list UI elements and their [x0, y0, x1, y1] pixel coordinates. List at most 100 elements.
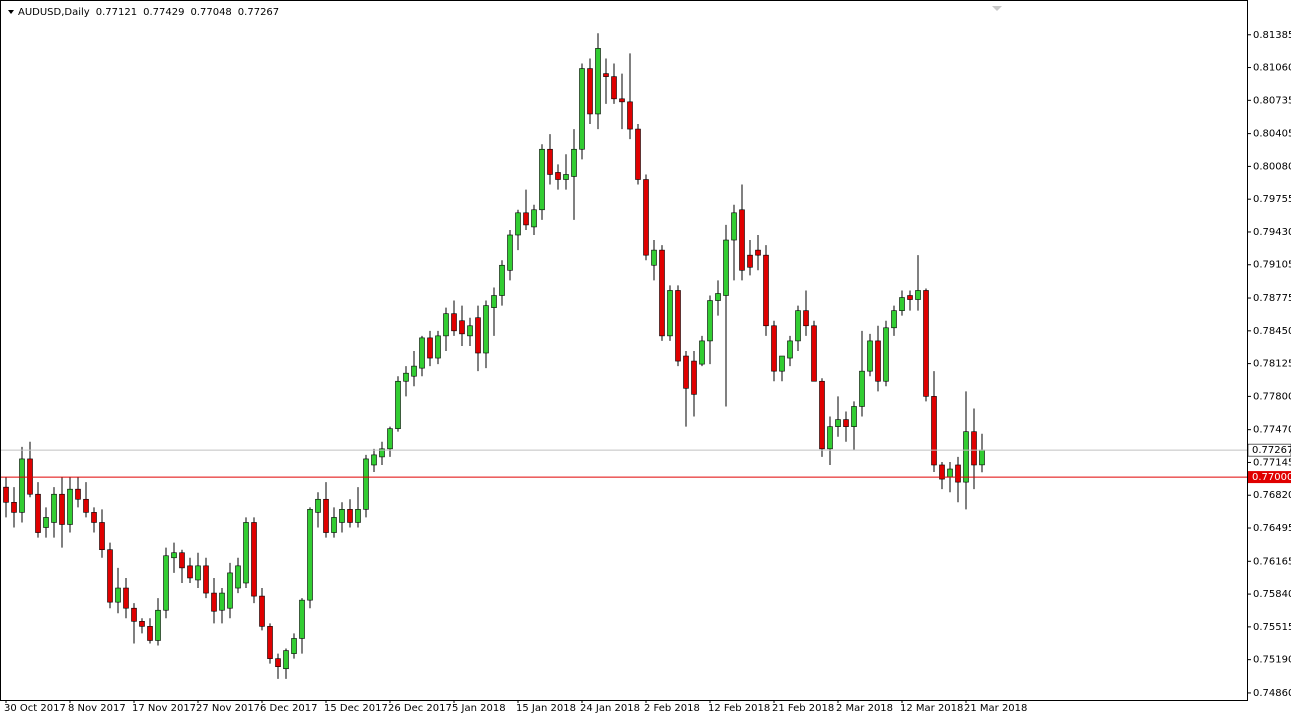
candle-body [315, 498, 321, 513]
y-tick-label: 0.78125 [1253, 359, 1291, 370]
candle-body [51, 493, 57, 523]
candle-body [3, 486, 9, 503]
candle-body [851, 406, 857, 427]
candle-body [531, 209, 537, 228]
candle-body [883, 327, 889, 382]
candle-body [635, 128, 641, 180]
chart-title: AUDUSD,Daily [18, 7, 90, 18]
x-tick-label: 2 Feb 2018 [644, 703, 700, 714]
candle-body [939, 464, 945, 480]
y-tick-label: 0.77470 [1253, 425, 1291, 436]
y-tick-label: 0.74860 [1253, 688, 1291, 699]
candle-body [411, 365, 417, 377]
candle-body [251, 522, 257, 597]
candle-body [547, 148, 553, 175]
candle-body [371, 454, 377, 466]
candle-body [275, 658, 281, 668]
x-tick-label: 21 Mar 2018 [964, 703, 1027, 714]
candle-body [179, 552, 185, 569]
x-tick-label: 12 Mar 2018 [900, 703, 963, 714]
candle-body [699, 340, 705, 365]
candle-body [803, 310, 809, 327]
candle-body [875, 340, 881, 382]
candle-body [35, 493, 41, 533]
y-tick-label: 0.79755 [1253, 194, 1291, 205]
candle-body [499, 264, 505, 296]
candle-body [947, 468, 953, 478]
candle-body [955, 464, 961, 483]
price-label-box [1247, 443, 1291, 457]
candle-body [387, 428, 393, 450]
x-tick-label: 15 Dec 2017 [324, 703, 388, 714]
header-high: 0.77429 [143, 7, 184, 18]
candle-body [155, 609, 161, 641]
y-tick-label: 0.79430 [1253, 227, 1291, 238]
candle-body [755, 249, 761, 256]
candle-body [19, 458, 25, 513]
candle-body [771, 325, 777, 372]
y-tick-label: 0.80405 [1253, 129, 1291, 140]
candle-body [467, 325, 473, 337]
candle-body [915, 290, 921, 300]
candle-body [523, 212, 529, 226]
candle-body [331, 517, 337, 533]
candle-body [339, 509, 345, 523]
candle-body [171, 552, 177, 559]
candle-body [355, 509, 361, 523]
candle-body [83, 498, 89, 513]
candle-body [139, 621, 145, 627]
plot-frame [0, 0, 1248, 701]
candle-body [483, 305, 489, 354]
y-tick-label: 0.79105 [1253, 260, 1291, 271]
candle-body [75, 488, 81, 500]
candle-body [819, 380, 825, 450]
candle-body [91, 512, 97, 523]
candle-body [723, 239, 729, 296]
candle-body [643, 179, 649, 256]
candle-body [211, 592, 217, 612]
x-tick-label: 26 Dec 2017 [388, 703, 452, 714]
x-tick-label: 17 Nov 2017 [132, 703, 196, 714]
candle-body [691, 360, 697, 395]
candle-body [739, 209, 745, 271]
y-tick-label: 0.81060 [1253, 63, 1291, 74]
candle-body [219, 592, 225, 611]
candle-body [203, 565, 209, 594]
candle-body [579, 68, 585, 150]
candle-body [451, 313, 457, 332]
candle-body [299, 599, 305, 639]
x-tick-label: 15 Jan 2018 [516, 703, 576, 714]
y-tick-label: 0.75190 [1253, 655, 1291, 666]
candle-body [227, 572, 233, 609]
header-close: 0.77267 [238, 7, 279, 18]
x-tick-label: 21 Feb 2018 [772, 703, 834, 714]
candle-body [827, 426, 833, 450]
candle-body [891, 310, 897, 329]
candle-body [563, 174, 569, 180]
candle-body [99, 522, 105, 551]
candle-body [323, 498, 329, 533]
candle-body [147, 626, 153, 641]
candle-body [235, 565, 241, 589]
candle-body [603, 73, 609, 77]
y-tick-label: 0.75515 [1253, 622, 1291, 633]
candle-body [403, 372, 409, 382]
x-tick-label: 8 Nov 2017 [68, 703, 126, 714]
candle-body [763, 254, 769, 327]
candle-body [515, 212, 521, 236]
candle-body [291, 638, 297, 654]
chart-header: AUDUSD,Daily 0.77121 0.77429 0.77048 0.77267 [18, 7, 279, 18]
x-tick-label: 12 Feb 2018 [708, 703, 770, 714]
menu-arrow[interactable] [8, 10, 14, 14]
x-tick-label: 5 Jan 2018 [452, 703, 506, 714]
candle-body [555, 172, 561, 180]
header-low: 0.77048 [190, 7, 231, 18]
y-tick-label: 0.77145 [1253, 457, 1291, 468]
y-tick-label: 0.76495 [1253, 523, 1291, 534]
candle-body [931, 396, 937, 466]
candle-body [659, 249, 665, 337]
candle-body [835, 419, 841, 427]
candle-body [923, 290, 929, 397]
y-tick-label: 0.78450 [1253, 326, 1291, 337]
